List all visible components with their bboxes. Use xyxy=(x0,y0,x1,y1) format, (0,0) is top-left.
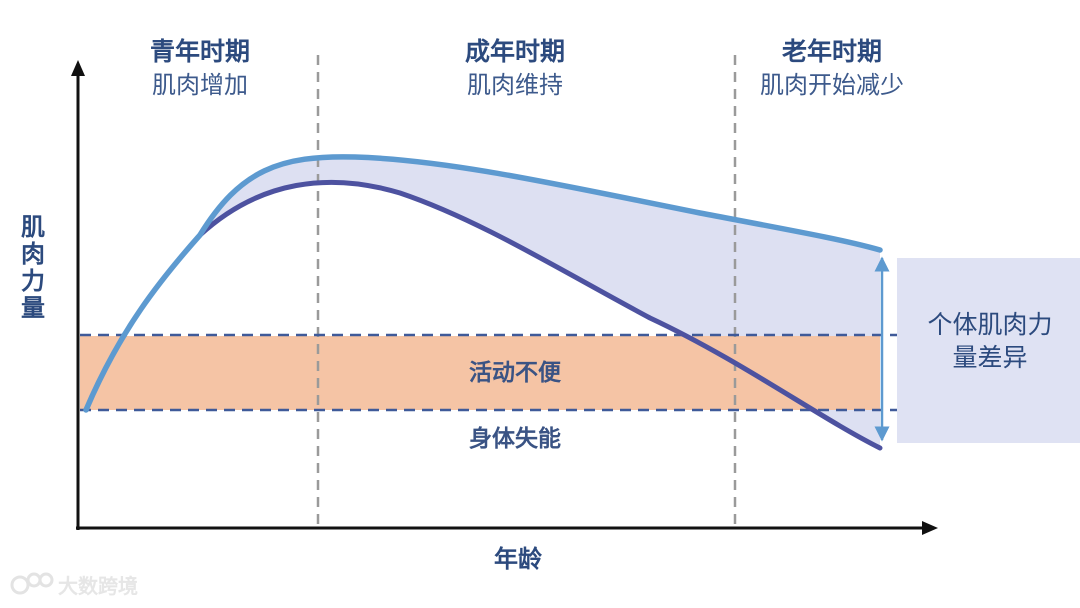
phase-subtitle-adult: 肌肉维持 xyxy=(467,71,563,99)
y-axis-arrow-icon xyxy=(71,60,85,76)
x-axis-arrow-icon xyxy=(922,521,938,535)
x-axis-label: 年龄 xyxy=(494,545,543,573)
difference-label-line-2: 量差异 xyxy=(952,343,1027,372)
strength-difference-area xyxy=(200,156,880,450)
lower-strength-curve xyxy=(197,179,883,451)
phase-title-youth: 青年时期 xyxy=(150,37,250,66)
phase-title-old: 老年时期 xyxy=(782,37,882,66)
y-axis-label-char-4: 量 xyxy=(21,294,45,322)
disability-label: 身体失能 xyxy=(469,425,561,452)
difference-box xyxy=(897,258,1080,443)
y-axis-label-char-2: 肉 xyxy=(21,240,45,268)
y-axis-label-char-3: 力 xyxy=(21,267,45,295)
watermark-text: 大数跨境 xyxy=(58,574,138,598)
y-axis-label-char-1: 肌 xyxy=(21,213,45,241)
mobility-impairment-label: 活动不便 xyxy=(469,360,562,386)
phase-subtitle-old: 肌肉开始减少 xyxy=(760,71,904,99)
upper-strength-curve xyxy=(83,154,883,413)
mobility-impairment-band xyxy=(80,336,880,410)
difference-label-line-1: 个体肌肉力 xyxy=(927,310,1052,339)
phase-subtitle-youth: 肌肉增加 xyxy=(152,71,248,99)
watermark-logo-icon xyxy=(10,572,54,595)
phase-title-adult: 成年时期 xyxy=(465,37,565,66)
